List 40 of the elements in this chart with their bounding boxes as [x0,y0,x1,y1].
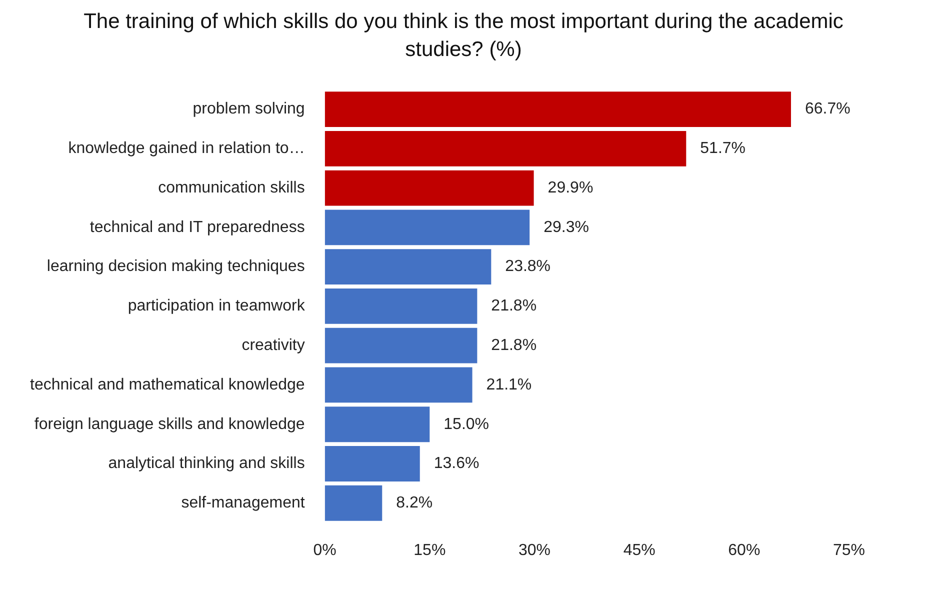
bar [324,485,382,521]
bar [324,130,686,166]
data-label: 15.0% [444,416,490,433]
y-tick-label: analytical thinking and skills [108,455,305,472]
data-label: 21.1% [486,376,532,394]
x-tick-label: 0% [313,542,336,559]
x-tick-label: 60% [728,542,760,559]
bar [324,328,478,364]
y-tick-label: foreign language skills and knowledge [34,416,305,433]
data-label: 23.8% [505,258,551,276]
data-label: 51.7% [700,140,746,158]
data-label: 29.3% [544,218,589,236]
y-tick-label: communication skills [158,179,305,196]
data-label: 13.6% [434,455,480,472]
y-tick-label: problem solving [192,100,305,118]
bar [324,210,530,246]
x-tick-label: 30% [518,542,551,559]
x-tick-label: 45% [623,542,656,559]
data-label: 66.7% [804,100,850,118]
y-tick-label: knowledge gained in relation to… [68,140,305,158]
y-tick-label: self-management [181,494,306,512]
y-tick-label: technical and mathematical knowledge [30,376,305,394]
data-label: 21.8% [491,298,537,315]
bar [324,367,472,403]
y-tick-label: participation in teamwork [128,298,306,315]
chart-title: The training of which skills do you think is the most important during the academic studies? (%) [84,9,844,63]
bar [324,92,791,128]
x-tick-label: 75% [832,542,866,559]
data-label: 21.8% [491,336,537,354]
data-label: 29.9% [548,179,594,196]
bar [324,288,478,324]
x-tick-label: 15% [414,542,446,559]
bar [324,446,420,482]
bar [324,406,430,442]
y-tick-label: creativity [242,336,305,354]
bar [324,249,492,285]
y-tick-label: learning decision making techniques [46,258,305,276]
y-tick-label: technical and IT preparedness [90,218,305,236]
bar [324,170,534,206]
data-label: 8.2% [396,494,433,512]
